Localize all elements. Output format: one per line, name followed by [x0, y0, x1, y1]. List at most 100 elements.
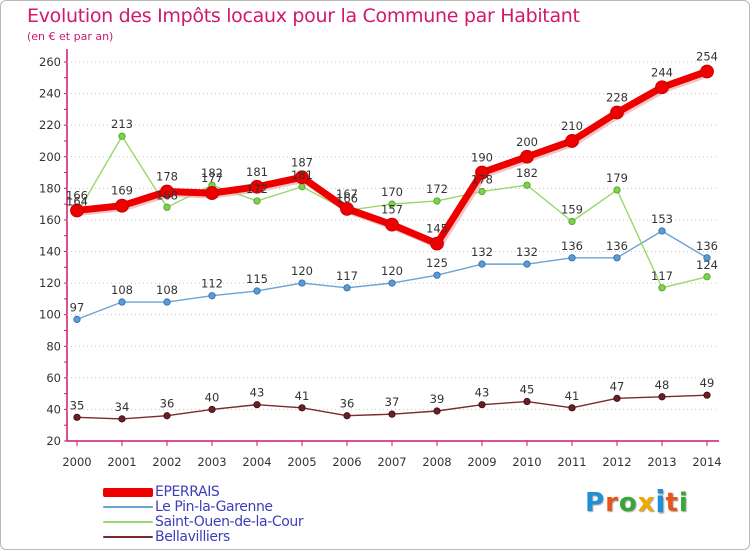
data-label: 182: [201, 166, 223, 180]
data-point: [700, 64, 714, 79]
data-point: [163, 203, 171, 211]
data-point: [610, 105, 624, 120]
legend-swatch: [103, 536, 153, 538]
data-label: 117: [651, 269, 673, 283]
y-tick-label: 200: [39, 150, 61, 164]
data-point: [253, 197, 261, 205]
x-tick-label: 2006: [332, 455, 361, 469]
data-point: [568, 254, 576, 262]
data-point: [388, 279, 396, 287]
data-label: 164: [66, 195, 88, 209]
y-tick-label: 60: [46, 371, 61, 385]
data-point: [73, 413, 81, 421]
data-label: 153: [651, 212, 673, 226]
data-point: [475, 165, 489, 180]
data-label: 210: [561, 119, 583, 133]
data-label: 187: [291, 155, 313, 169]
line-chart: 20 40 60 80 100 120 140 160 180 200 220 240 260 2000 2…: [39, 49, 722, 469]
data-label: 117: [336, 269, 358, 283]
data-point: [253, 401, 261, 409]
data-point: [703, 254, 711, 262]
data-label: 43: [250, 386, 265, 400]
data-label: 181: [246, 165, 268, 179]
data-point: [703, 273, 711, 281]
data-label: 36: [340, 397, 355, 411]
data-label: 45: [520, 383, 535, 397]
legend-label: EPERRAIS: [155, 484, 220, 500]
x-tick-label: 2010: [512, 455, 541, 469]
data-point: [298, 279, 306, 287]
data-label: 244: [651, 65, 673, 79]
data-label: 145: [426, 222, 448, 236]
data-point: [250, 179, 264, 194]
data-label: 39: [430, 392, 445, 406]
data-label: 132: [471, 245, 493, 259]
data-label: 172: [246, 182, 268, 196]
x-tick-label: 2011: [557, 455, 586, 469]
data-point: [613, 186, 621, 194]
y-tick-label: 120: [39, 276, 61, 290]
data-point: [388, 200, 396, 208]
data-point: [295, 170, 309, 185]
data-label: 43: [475, 386, 490, 400]
data-point: [478, 260, 486, 268]
data-point: [658, 284, 666, 292]
data-label: 157: [381, 203, 403, 217]
y-tick-label: 180: [39, 181, 61, 195]
y-tick-label: 20: [46, 434, 61, 448]
data-label: 228: [606, 91, 628, 105]
data-label: 182: [516, 166, 538, 180]
legend-label: Le Pin-la-Garenne: [155, 499, 273, 515]
data-point: [208, 405, 216, 414]
data-point: [118, 132, 126, 140]
data-point: [70, 203, 84, 218]
data-label: 179: [606, 171, 628, 185]
data-point: [160, 184, 174, 199]
data-label: 47: [610, 379, 625, 393]
legend-swatch: [103, 521, 153, 523]
data-point: [613, 394, 621, 402]
data-label: 178: [156, 169, 178, 183]
data-label: 124: [696, 258, 718, 272]
data-point: [340, 201, 354, 216]
y-tick-label: 100: [39, 308, 61, 322]
data-label: 136: [606, 239, 628, 253]
chart-title: Evolution des Impôts locaux pour la Comm…: [27, 5, 580, 27]
series-le-pin-la-garenne: [73, 227, 711, 324]
data-label: 48: [655, 378, 670, 392]
data-label: 108: [111, 283, 133, 297]
data-label: 40: [205, 390, 220, 404]
x-tick-label: 2008: [422, 455, 451, 469]
data-point: [568, 217, 576, 226]
data-label: 181: [291, 168, 313, 182]
data-point: [703, 391, 711, 399]
data-point: [655, 80, 669, 95]
data-point: [298, 404, 306, 412]
data-label: 108: [156, 283, 178, 297]
data-label: 178: [471, 172, 493, 186]
x-tick-label: 2013: [647, 455, 676, 469]
data-point: [115, 198, 129, 213]
x-tick-label: 2009: [467, 455, 496, 469]
x-tick-label: 2001: [107, 455, 136, 469]
x-tick-label: 2014: [692, 455, 721, 469]
data-label: 169: [111, 184, 133, 198]
data-point: [613, 254, 621, 262]
data-label: 37: [385, 395, 400, 409]
data-label: 36: [160, 397, 175, 411]
legend-swatch: [103, 506, 153, 508]
data-point: [478, 187, 486, 196]
data-label: 120: [381, 264, 403, 278]
y-tick-label: 140: [39, 245, 61, 259]
chart-subtitle: (en € et par an): [27, 30, 114, 43]
data-label: 200: [516, 135, 538, 149]
data-point: [205, 186, 219, 200]
data-point: [658, 227, 666, 235]
data-point: [388, 410, 396, 418]
data-point: [658, 393, 666, 401]
data-label: 125: [426, 256, 448, 270]
data-point: [208, 292, 216, 300]
data-point: [343, 284, 351, 292]
data-label: 170: [381, 185, 403, 199]
